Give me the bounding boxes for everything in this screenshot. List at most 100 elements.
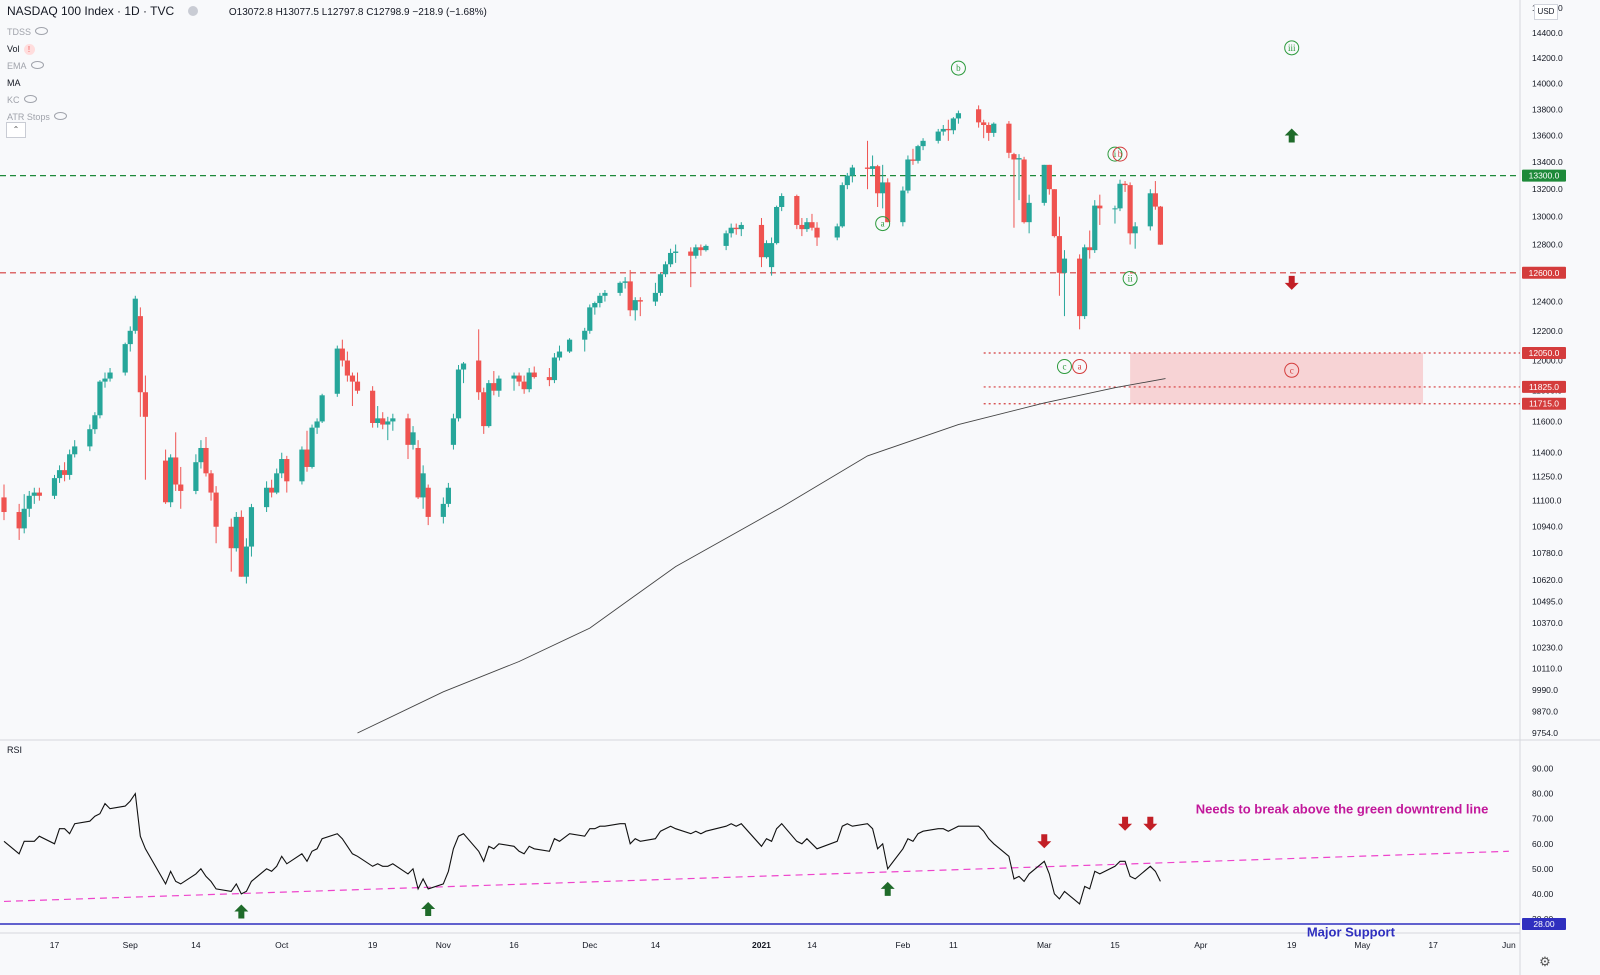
wave-label: a xyxy=(881,219,885,229)
warning-icon[interactable]: ! xyxy=(23,44,35,55)
wave-label: b xyxy=(956,63,961,73)
indicator-vol[interactable]: Vol! xyxy=(7,41,67,58)
rsi-tick-label: 60.00 xyxy=(1532,839,1554,849)
time-tick-label: 14 xyxy=(651,940,661,950)
wave-label-circle xyxy=(1112,146,1128,162)
candle-body xyxy=(1087,247,1093,251)
candle-body xyxy=(915,146,921,161)
candle-body xyxy=(319,395,325,422)
candle-body xyxy=(516,375,522,382)
candle-body xyxy=(728,227,734,234)
price-tick-label: 12800.0 xyxy=(1532,240,1563,250)
wave-label-circle xyxy=(1072,359,1088,375)
candle-body xyxy=(602,292,608,296)
legend-toggle-icon[interactable] xyxy=(187,6,198,16)
ohlc-readout: O13072.8 H13077.5 L12797.8 C12798.9 −218… xyxy=(228,7,487,18)
candle-body xyxy=(1117,183,1123,209)
candle-body xyxy=(551,357,558,381)
symbol-title[interactable]: NASDAQ 100 Index · 1D · TVC xyxy=(7,4,175,18)
wave-label-circle xyxy=(1284,40,1300,56)
symbol-legend[interactable]: NASDAQ 100 Index · 1D · TVC O13072.8 H13… xyxy=(7,4,487,18)
settings-gear-icon[interactable]: ⚙ xyxy=(1539,954,1551,969)
price-tick-label: 13200.0 xyxy=(1532,184,1563,194)
candle-body xyxy=(445,487,451,504)
candle-body xyxy=(491,383,497,391)
price-tick-label: 10780.0 xyxy=(1532,548,1563,558)
eye-hidden-icon[interactable] xyxy=(30,61,44,69)
candle-body xyxy=(763,243,770,258)
candle-body xyxy=(314,421,320,428)
candle-body xyxy=(21,508,27,529)
rsi-signal-arrow xyxy=(1143,816,1158,831)
candle-body xyxy=(107,372,113,379)
candle-body xyxy=(637,300,643,302)
rsi-signal-arrow xyxy=(1037,834,1052,849)
candle-body xyxy=(1041,164,1047,203)
collapse-indicators-button[interactable]: ⌃ xyxy=(6,122,26,138)
time-tick-label: Oct xyxy=(275,940,289,950)
candle-body xyxy=(178,484,184,491)
price-tick-label: 13400.0 xyxy=(1532,157,1563,167)
rsi-pane-title[interactable]: RSI xyxy=(7,745,23,755)
indicator-tdss[interactable]: TDSS xyxy=(7,24,67,41)
rsi-annotation: Needs to break above the green downtrend… xyxy=(1196,802,1489,817)
rsi-signal-arrow xyxy=(234,904,249,919)
candle-body xyxy=(723,233,729,246)
candle-body xyxy=(198,447,204,463)
indicator-ma[interactable]: MA xyxy=(7,78,21,88)
wave-label-circle xyxy=(1107,146,1123,162)
candle-body xyxy=(662,264,669,275)
price-signal-arrow xyxy=(1284,128,1299,143)
candle-body xyxy=(991,123,997,133)
candle-body xyxy=(238,516,244,577)
wave-label-circle xyxy=(1122,271,1138,287)
time-tick-label: 19 xyxy=(368,940,378,950)
wave-label: c xyxy=(1062,362,1066,372)
candle-body xyxy=(1016,158,1022,160)
candle-body xyxy=(375,418,381,423)
candle-body xyxy=(935,131,941,141)
candle-body xyxy=(864,167,871,169)
candle-body xyxy=(945,128,951,131)
indicator-atr-stops[interactable]: ATR Stops xyxy=(7,109,67,126)
candle-body xyxy=(274,473,280,493)
candle-body xyxy=(127,330,133,345)
candle-body xyxy=(1152,193,1158,207)
indicator-ema[interactable]: EMA xyxy=(7,58,67,75)
candle-body xyxy=(213,492,219,527)
rsi-tick-label: 70.00 xyxy=(1532,814,1554,824)
time-tick-label: 17 xyxy=(1428,940,1438,950)
candle-body xyxy=(869,166,876,169)
candle-body xyxy=(72,446,78,455)
candle-body xyxy=(243,546,249,577)
indicator-kc[interactable]: KC xyxy=(7,92,67,109)
eye-hidden-icon[interactable] xyxy=(35,27,49,35)
candle-body xyxy=(1026,202,1032,223)
candle-body xyxy=(950,118,956,131)
price-tick-label: 10370.0 xyxy=(1532,618,1563,628)
price-level-label: 11715.0 xyxy=(1529,399,1559,409)
candle-body xyxy=(284,459,290,482)
candle-body xyxy=(269,487,275,493)
candle-body xyxy=(804,222,810,230)
currency-label[interactable]: USD xyxy=(1534,4,1558,20)
wave-label-circle xyxy=(950,60,966,76)
eye-hidden-icon[interactable] xyxy=(53,112,67,120)
candle-body xyxy=(162,460,169,503)
candle-body xyxy=(738,224,744,230)
wave-label: a xyxy=(1078,362,1082,372)
candle-body xyxy=(799,224,805,230)
candle-body xyxy=(955,113,962,119)
candle-body xyxy=(814,227,820,238)
candle-body xyxy=(794,196,800,225)
candle-body xyxy=(703,245,709,251)
price-tick-label: 11250.0 xyxy=(1532,472,1562,482)
indicator-list: TDSS Vol! EMA MA KC ATR Stops xyxy=(7,24,67,126)
eye-hidden-icon[interactable] xyxy=(23,95,37,103)
candle-body xyxy=(546,377,552,381)
candle-body xyxy=(875,166,881,194)
candle-body xyxy=(460,363,467,370)
time-tick-label: Apr xyxy=(1194,940,1207,950)
